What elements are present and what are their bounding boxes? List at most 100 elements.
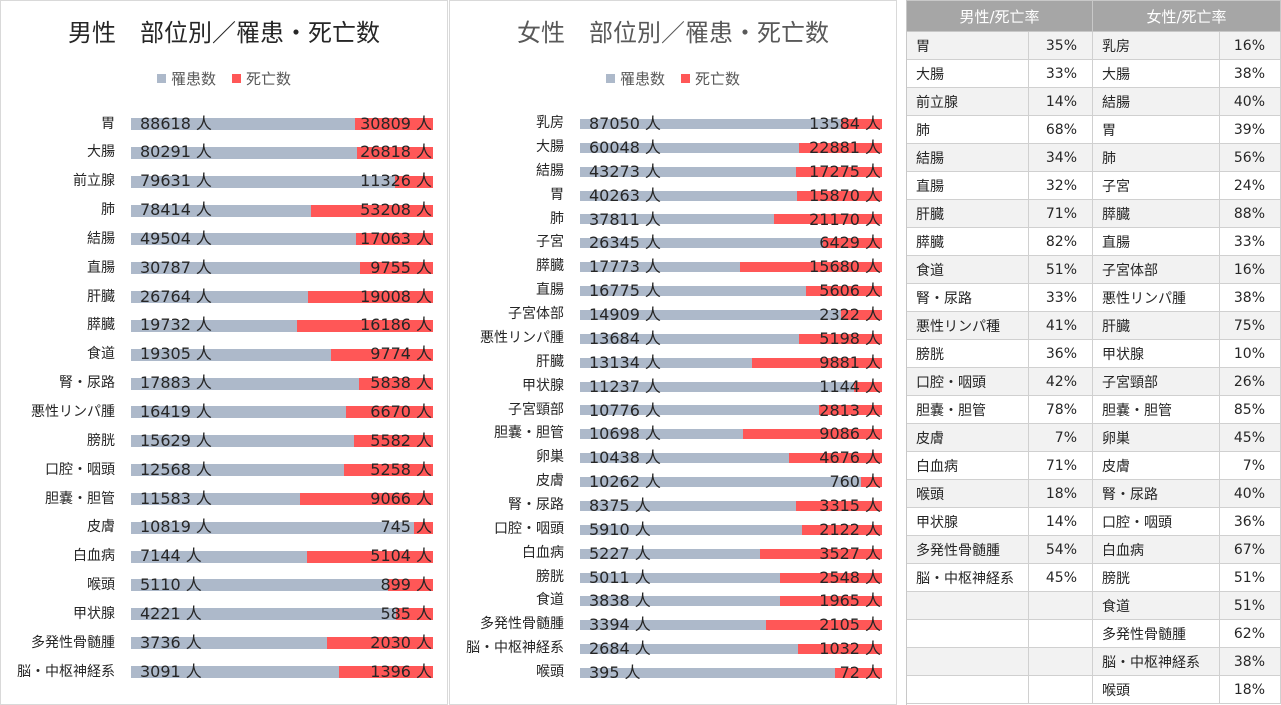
female-rate-cell: 88% [1220,200,1281,228]
incidence-value-label: 40263 人 [589,184,661,208]
unit-label: 人 [864,567,881,587]
female-site-cell: 子宮頸部 [1093,368,1220,396]
bar-row: 脳・中枢神経系 3091 人 1396 人 [1,658,447,687]
deaths-value: 6670 [370,401,411,421]
unit-label: 人 [644,400,661,420]
deaths-value-label: 11326 人 [360,167,432,196]
bar-incidence [580,357,753,368]
unit-label: 人 [415,200,432,220]
unit-label: 人 [644,424,661,444]
bar-row: 子宮体部 14909 人 2322 人 [450,303,896,327]
category-label: 卵巣 [536,449,564,466]
chart-title: 男性 部位別／罹患・死亡数 [68,19,380,47]
unit-label: 人 [864,305,881,325]
category-label: 乳房 [536,115,564,132]
bar-row: 多発性骨髄腫 3394 人 2105 人 [450,613,896,637]
bar-incidence [131,608,397,621]
deaths-value-label: 5838 人 [370,369,432,398]
bar-incidence [131,175,396,188]
incidence-value-label: 60048 人 [589,136,661,160]
bar-row: 結腸 49504 人 17063 人 [1,225,447,254]
deaths-value-label: 9086 人 [819,422,881,446]
bar-row: 口腔・咽頭 12568 人 5258 人 [1,456,447,485]
female-rate-cell: 18% [1220,676,1281,704]
deaths-value: 2105 [819,615,860,635]
incidence-value-label: 49504 人 [140,225,212,254]
unit-label: 人 [644,185,661,205]
deaths-value-label: 53208 人 [360,196,432,225]
incidence-value: 87050 [589,114,640,134]
deaths-value: 1396 [370,661,411,681]
incidence-value: 10819 [140,517,191,537]
unit-label: 人 [864,615,881,635]
deaths-value-label: 5258 人 [370,456,432,485]
unit-label: 人 [644,257,661,277]
incidence-value: 12568 [140,459,191,479]
bar-incidence [580,500,797,511]
bar-deaths [796,500,882,511]
incidence-value-label: 37811 人 [589,208,661,232]
bar-row: 悪性リンパ腫 13684 人 5198 人 [450,327,896,351]
incidence-value: 40263 [589,185,640,205]
deaths-value: 5198 [819,328,860,348]
bar-deaths [752,357,882,368]
incidence-value-label: 17883 人 [140,369,212,398]
bar-deaths [360,262,433,275]
unit-label: 人 [185,603,202,623]
incidence-value-label: 19305 人 [140,340,212,369]
bar-incidence [580,238,823,249]
incidence-value: 3394 [589,615,630,635]
incidence-value-label: 79631 人 [140,167,212,196]
bar-incidence [580,142,799,153]
category-label: 胃 [550,186,564,203]
deaths-value: 4676 [819,448,860,468]
incidence-value-label: 17773 人 [589,255,661,279]
incidence-value: 43273 [589,161,640,181]
bar-incidence [131,435,354,448]
incidence-value-label: 5110 人 [140,571,202,600]
female-rate-cell: 40% [1220,480,1281,508]
chart-legend: 罹患数 死亡数 [450,68,896,88]
bar-incidence [131,117,356,130]
incidence-value: 10262 [589,472,640,492]
category-label: 白血病 [73,548,115,565]
bar-incidence [131,492,301,505]
incidence-value-label: 3091 人 [140,658,202,687]
incidence-value: 3736 [140,632,181,652]
deaths-value-label: 760 人 [829,470,881,494]
bar-deaths [355,117,433,130]
bar-incidence [580,381,855,392]
incidence-value-label: 8375 人 [589,494,651,518]
male-rate-cell: 71% [1029,452,1093,480]
incidence-value-label: 395 人 [589,661,641,685]
unit-label: 人 [864,519,881,539]
bar-incidence [131,204,311,217]
bar-row: 乳房 87050 人 13584 人 [450,112,896,136]
deaths-value-label: 2105 人 [819,613,881,637]
female-site-cell: 食道 [1093,592,1220,620]
female-site-cell: 喉頭 [1093,676,1220,704]
unit-label: 人 [415,344,432,364]
incidence-value: 7144 [140,546,181,566]
bar-deaths [307,291,433,304]
unit-label: 人 [864,376,881,396]
category-label: 胆嚢・胆管 [45,490,115,507]
incidence-value-label: 3838 人 [589,589,651,613]
unit-label: 人 [415,661,432,681]
incidence-value: 13134 [589,352,640,372]
female-rate-cell: 67% [1220,536,1281,564]
male-site-cell: 肝臓 [907,200,1029,228]
bar-incidence [131,262,361,275]
incidence-value: 13684 [589,328,640,348]
deaths-value: 2030 [370,632,411,652]
deaths-value: 760 [829,472,860,492]
deaths-value: 1965 [819,591,860,611]
category-label: 喉頭 [87,577,115,594]
incidence-value-label: 19732 人 [140,311,212,340]
incidence-value-label: 10819 人 [140,513,212,542]
incidence-value-label: 43273 人 [589,160,661,184]
deaths-value-label: 15680 人 [809,255,881,279]
incidence-value: 11237 [589,376,640,396]
bar-deaths [331,348,433,361]
incidence-value-label: 13684 人 [589,327,661,351]
